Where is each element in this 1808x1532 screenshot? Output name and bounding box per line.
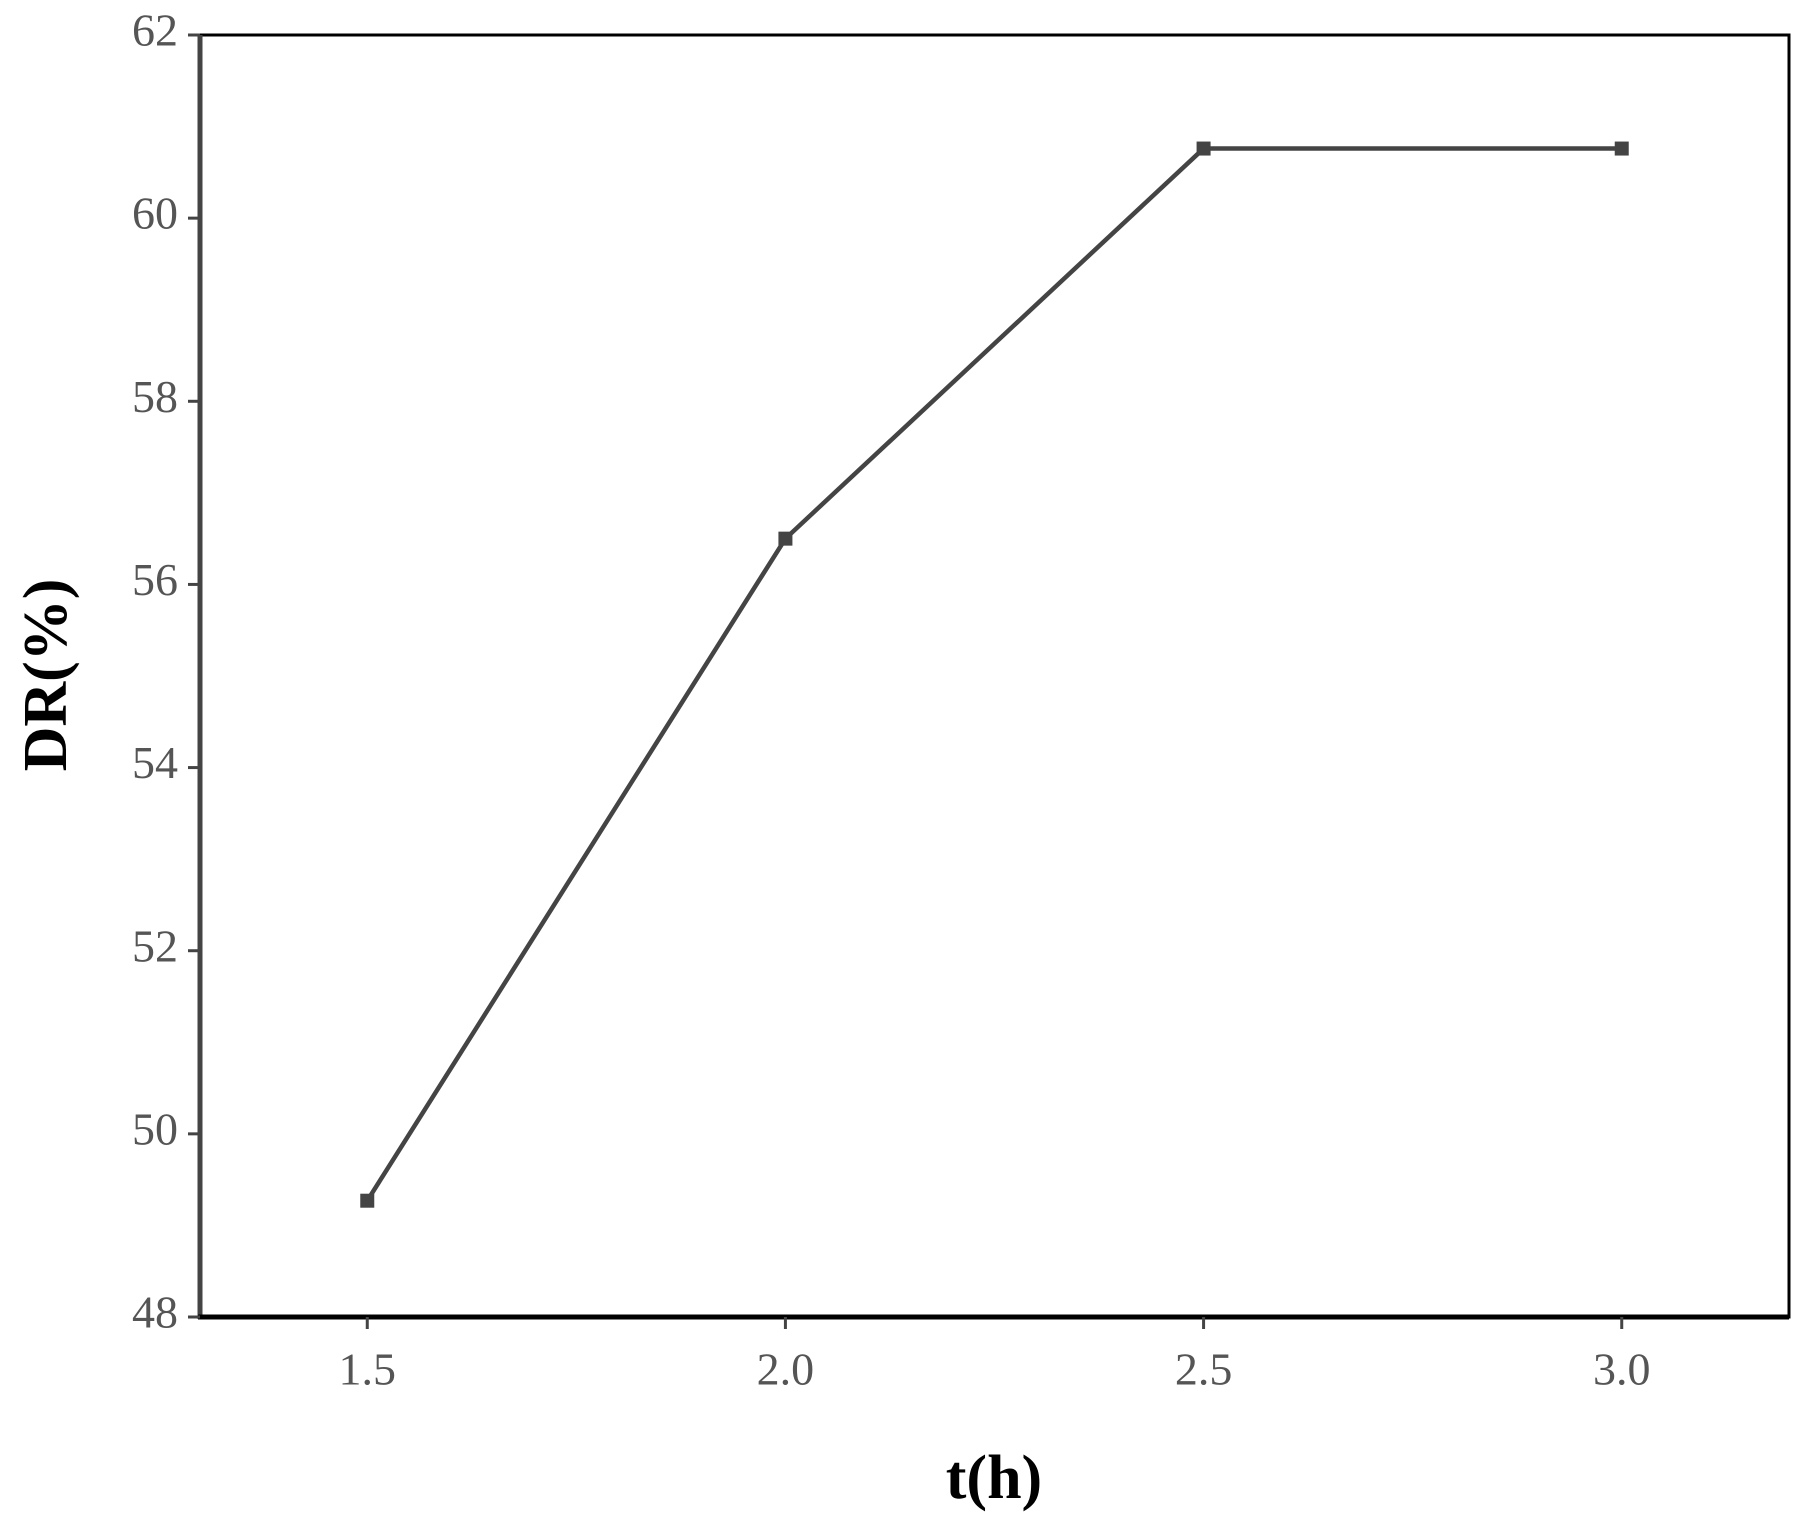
- x-axis-label: t(h): [946, 1444, 1042, 1512]
- y-axis-label: DR(%): [12, 579, 80, 772]
- y-tick-label: 60: [132, 188, 178, 239]
- data-line: [365, 146, 1622, 1202]
- x-tick-label: 1.5: [339, 1344, 397, 1395]
- y-tick-label: 62: [132, 5, 178, 56]
- x-tick-label: 2.0: [757, 1344, 815, 1395]
- data-point: [1614, 141, 1629, 156]
- data-point: [1196, 141, 1211, 156]
- plot-frame: [198, 33, 1791, 1319]
- y-tick-label: 54: [132, 737, 178, 788]
- y-tick-label: 52: [132, 920, 178, 971]
- x-tick-label: 2.5: [1175, 1344, 1233, 1395]
- y-tick-label: 50: [132, 1103, 178, 1154]
- y-tick-label: 58: [132, 371, 178, 422]
- data-point: [778, 531, 793, 546]
- data-point: [360, 1193, 375, 1208]
- y-tick-label: 56: [132, 554, 178, 605]
- y-tick-label: 48: [132, 1287, 178, 1338]
- x-tick-label: 3.0: [1593, 1344, 1651, 1395]
